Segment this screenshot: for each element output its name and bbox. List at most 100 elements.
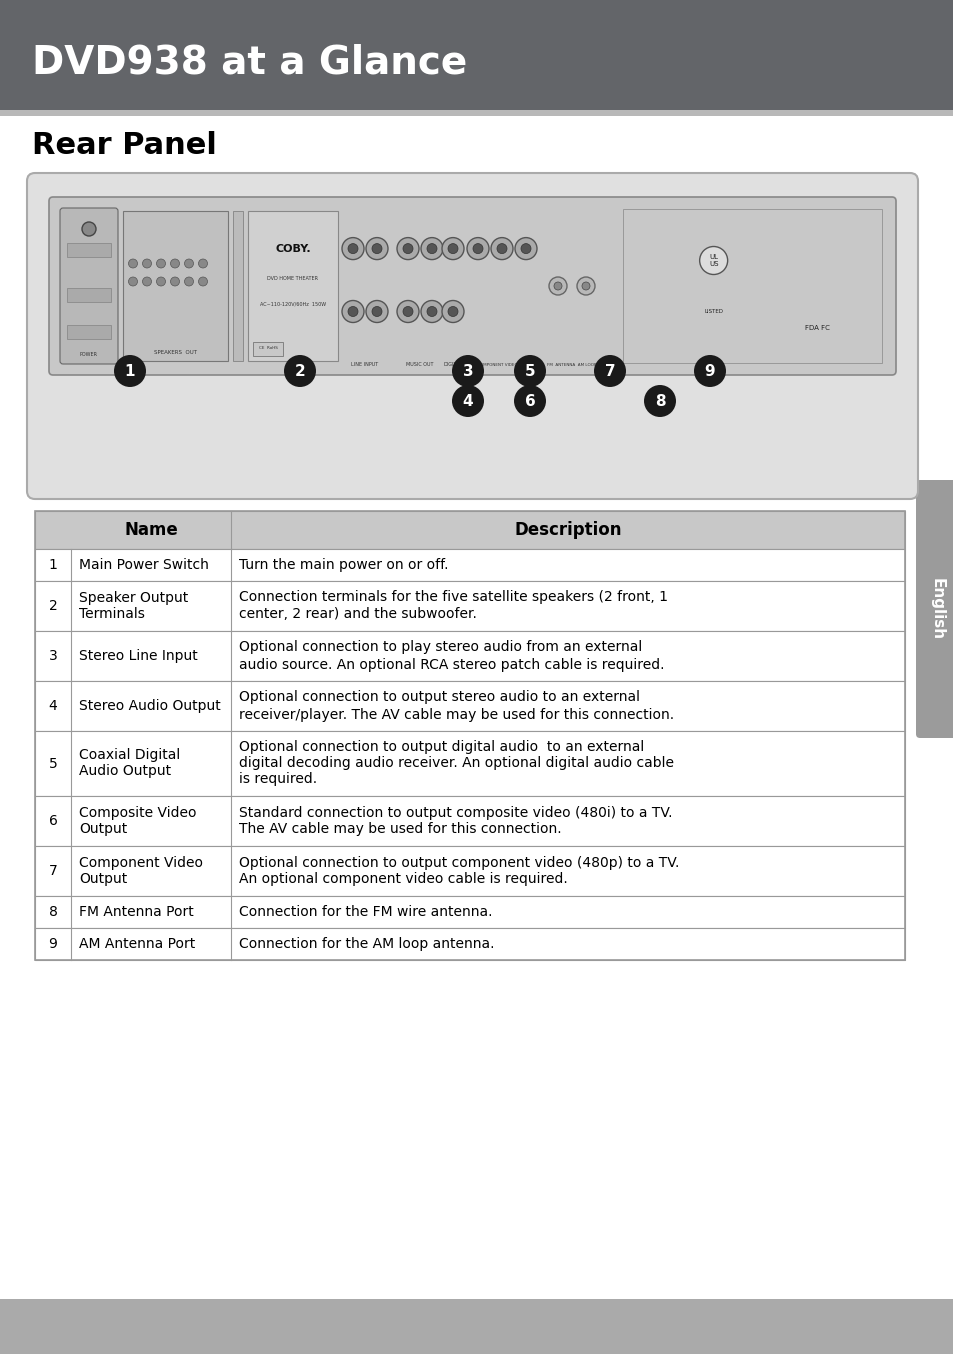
Text: Connection for the AM loop antenna.: Connection for the AM loop antenna. (239, 937, 494, 951)
Bar (35, 510, 904, 960)
Text: Stereo Audio Output: Stereo Audio Output (79, 699, 220, 714)
Text: DVD HOME THEATER: DVD HOME THEATER (267, 276, 318, 282)
Text: 3: 3 (49, 649, 57, 663)
Text: Rear Panel: Rear Panel (32, 131, 216, 160)
Text: Optional connection to output component video (480p) to a TV.: Optional connection to output component … (239, 856, 679, 869)
FancyBboxPatch shape (49, 196, 895, 375)
Text: Output: Output (79, 872, 127, 886)
Circle shape (699, 246, 727, 275)
Circle shape (396, 237, 418, 260)
Bar (35, 681, 904, 731)
Text: LINE INPUT: LINE INPUT (351, 362, 378, 367)
Circle shape (514, 355, 545, 387)
Circle shape (427, 306, 436, 317)
FancyBboxPatch shape (60, 209, 118, 364)
Text: POWER: POWER (80, 352, 98, 357)
Text: DVD938 at a Glance: DVD938 at a Glance (32, 43, 467, 83)
Circle shape (441, 237, 463, 260)
Text: 5: 5 (524, 363, 535, 379)
Text: LISTED: LISTED (703, 309, 722, 314)
Text: FM Antenna Port: FM Antenna Port (79, 904, 193, 919)
Circle shape (198, 259, 208, 268)
Text: Description: Description (514, 521, 621, 539)
Circle shape (520, 244, 531, 253)
Text: COMPONENT VIDEO OUT: COMPONENT VIDEO OUT (476, 363, 527, 367)
Text: 9: 9 (49, 937, 57, 951)
Bar (123, 211, 228, 362)
Text: is required.: is required. (239, 773, 316, 787)
Bar (35, 631, 904, 681)
Text: 4: 4 (49, 699, 57, 714)
Bar (622, 209, 882, 363)
Text: MUSIC OUT: MUSIC OUT (406, 362, 434, 367)
Circle shape (420, 237, 442, 260)
Text: receiver/player. The AV cable may be used for this connection.: receiver/player. The AV cable may be use… (239, 708, 674, 722)
Bar (0, 110, 953, 116)
Bar (253, 343, 283, 356)
Circle shape (402, 306, 413, 317)
Circle shape (514, 385, 545, 417)
Text: COBY.: COBY. (274, 244, 311, 253)
Circle shape (341, 301, 364, 322)
Circle shape (129, 259, 137, 268)
Circle shape (448, 244, 457, 253)
Text: Output: Output (79, 822, 127, 835)
Text: Coaxial Digital: Coaxial Digital (79, 749, 180, 762)
Text: digital decoding audio receiver. An optional digital audio cable: digital decoding audio receiver. An opti… (239, 757, 673, 770)
Text: center, 2 rear) and the subwoofer.: center, 2 rear) and the subwoofer. (239, 608, 476, 621)
Circle shape (129, 278, 137, 286)
Circle shape (473, 244, 482, 253)
Text: 5: 5 (49, 757, 57, 770)
Circle shape (452, 355, 483, 387)
Circle shape (184, 278, 193, 286)
Circle shape (548, 278, 566, 295)
Bar (35, 581, 904, 631)
Circle shape (396, 301, 418, 322)
Text: 1: 1 (125, 363, 135, 379)
Text: AC~110-120V/60Hz  150W: AC~110-120V/60Hz 150W (259, 302, 326, 306)
Circle shape (693, 355, 725, 387)
Text: 2: 2 (49, 598, 57, 613)
Circle shape (594, 355, 625, 387)
Text: Speaker Output: Speaker Output (79, 590, 188, 605)
Text: Component Video: Component Video (79, 856, 203, 871)
Circle shape (420, 301, 442, 322)
Circle shape (402, 244, 413, 253)
Bar (233, 211, 243, 362)
Circle shape (198, 278, 208, 286)
Circle shape (577, 278, 595, 295)
Circle shape (184, 259, 193, 268)
Bar (0, 0, 953, 110)
Circle shape (366, 237, 388, 260)
Text: Turn the main power on or off.: Turn the main power on or off. (239, 558, 448, 571)
Bar (35, 796, 904, 846)
Text: 6: 6 (524, 394, 535, 409)
Circle shape (113, 355, 146, 387)
FancyBboxPatch shape (67, 242, 111, 256)
Text: Connection terminals for the five satellite speakers (2 front, 1: Connection terminals for the five satell… (239, 590, 667, 604)
Text: CE  RoHS: CE RoHS (258, 347, 277, 349)
Bar (35, 896, 904, 927)
Text: 2: 2 (294, 363, 305, 379)
Text: 7: 7 (49, 864, 57, 877)
Circle shape (171, 278, 179, 286)
Text: 9: 9 (704, 363, 715, 379)
Circle shape (452, 385, 483, 417)
Text: Name: Name (124, 521, 177, 539)
Circle shape (467, 237, 489, 260)
FancyBboxPatch shape (67, 287, 111, 302)
Text: SPEAKERS  OUT: SPEAKERS OUT (153, 349, 196, 355)
Circle shape (142, 278, 152, 286)
FancyBboxPatch shape (27, 173, 917, 500)
Text: audio source. An optional RCA stereo patch cable is required.: audio source. An optional RCA stereo pat… (239, 658, 664, 672)
Bar (0, 1298, 953, 1354)
Text: Stereo Line Input: Stereo Line Input (79, 649, 197, 663)
Bar (35, 510, 904, 548)
Text: Optional connection to play stereo audio from an external: Optional connection to play stereo audio… (239, 640, 641, 654)
Text: FDA FC: FDA FC (804, 325, 829, 332)
Circle shape (156, 278, 165, 286)
Circle shape (348, 306, 357, 317)
Circle shape (82, 222, 96, 236)
Text: UL
US: UL US (708, 255, 718, 267)
Circle shape (441, 301, 463, 322)
